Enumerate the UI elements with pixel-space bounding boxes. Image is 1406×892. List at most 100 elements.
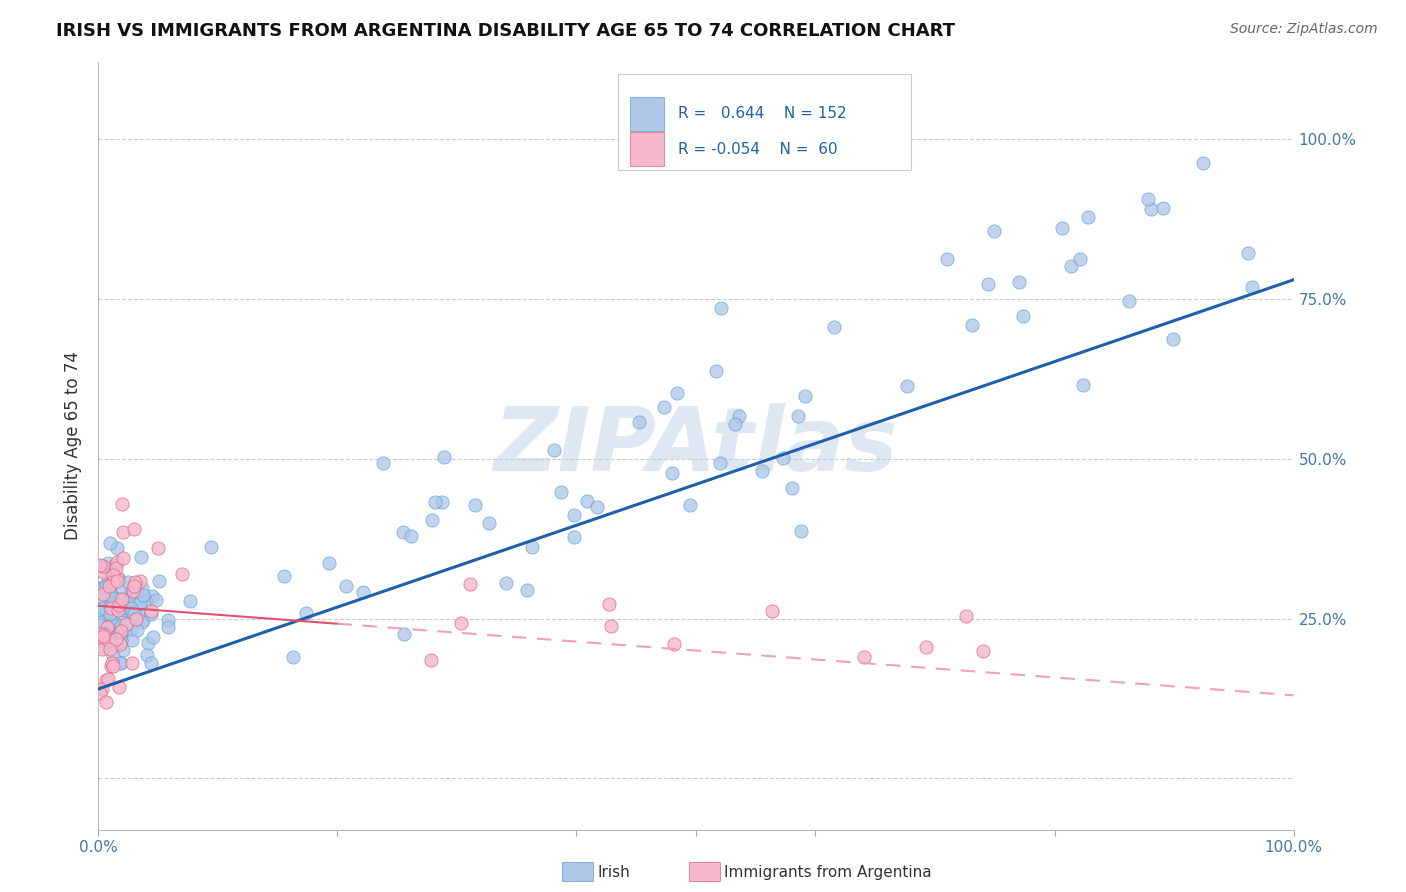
Point <box>120 601 142 615</box>
Point <box>600 619 623 633</box>
Point <box>139 657 162 671</box>
Point <box>1136 192 1159 206</box>
Point <box>98 607 121 621</box>
Point <box>627 415 650 429</box>
Point <box>935 252 957 266</box>
Point <box>1240 279 1263 293</box>
Point <box>120 605 142 619</box>
Point <box>112 525 135 540</box>
Point <box>103 631 125 645</box>
Point <box>678 498 700 512</box>
Point <box>103 605 125 619</box>
Point <box>1140 202 1163 216</box>
Point <box>824 320 846 334</box>
Point <box>724 417 747 432</box>
Point <box>100 601 122 615</box>
Point <box>652 400 675 414</box>
Point <box>977 277 1000 292</box>
Point <box>1237 245 1260 260</box>
Point <box>100 592 122 607</box>
Point <box>112 550 135 565</box>
Point <box>420 514 443 528</box>
Point <box>94 673 117 688</box>
Point <box>101 575 124 590</box>
Point <box>110 581 132 595</box>
Point <box>117 601 139 615</box>
Point <box>91 629 114 643</box>
Point <box>1161 332 1184 346</box>
Point <box>157 620 180 634</box>
Point <box>103 659 125 673</box>
Point <box>1152 201 1174 215</box>
Point <box>112 603 135 617</box>
Point <box>972 644 994 658</box>
Point <box>105 541 128 555</box>
Point <box>122 579 145 593</box>
Point <box>100 587 122 601</box>
Point <box>121 633 143 648</box>
Point <box>550 485 572 500</box>
Point <box>104 628 127 642</box>
Point <box>101 648 124 663</box>
Point <box>110 657 132 671</box>
Point <box>896 379 918 393</box>
Point <box>914 640 936 654</box>
Point <box>98 584 121 599</box>
Point <box>127 607 149 622</box>
Point <box>131 581 153 595</box>
Point <box>543 443 565 458</box>
Point <box>112 609 135 624</box>
Point <box>100 656 122 670</box>
Point <box>1118 294 1140 309</box>
Point <box>90 590 112 604</box>
Text: Irish: Irish <box>598 865 630 880</box>
Point <box>295 606 318 620</box>
Point <box>101 570 124 584</box>
Point <box>761 604 783 618</box>
Point <box>352 584 374 599</box>
Point <box>91 587 114 601</box>
Point <box>450 615 472 630</box>
Point <box>200 540 222 554</box>
Point <box>96 696 118 710</box>
Point <box>101 617 124 632</box>
Point <box>91 601 114 615</box>
Point <box>105 561 128 575</box>
FancyBboxPatch shape <box>619 74 911 169</box>
Point <box>110 618 132 632</box>
Point <box>104 632 127 646</box>
Point <box>111 496 134 510</box>
Point <box>104 596 127 610</box>
Point <box>111 592 134 607</box>
Point <box>91 558 114 573</box>
Point <box>117 574 139 589</box>
Point <box>117 590 139 604</box>
Point <box>98 536 121 550</box>
Point <box>790 524 813 539</box>
Point <box>97 578 120 592</box>
Point <box>124 522 146 536</box>
Point <box>751 464 773 478</box>
Point <box>132 613 155 627</box>
Point <box>91 641 114 656</box>
Point <box>955 608 977 623</box>
Point <box>564 508 586 522</box>
Point <box>1192 156 1215 170</box>
Point <box>1060 260 1083 274</box>
Point <box>93 626 115 640</box>
Text: R = -0.054    N =  60: R = -0.054 N = 60 <box>678 142 838 157</box>
Point <box>710 301 733 315</box>
Point <box>118 586 141 600</box>
Point <box>105 623 128 637</box>
Point <box>105 555 128 569</box>
Point <box>598 597 620 611</box>
Point <box>108 637 131 651</box>
Point <box>121 586 143 600</box>
Point <box>97 633 120 648</box>
Point <box>129 596 152 610</box>
Point <box>90 614 112 628</box>
Point <box>124 574 146 589</box>
Point <box>392 525 415 540</box>
Point <box>131 550 153 565</box>
Point <box>127 583 149 598</box>
